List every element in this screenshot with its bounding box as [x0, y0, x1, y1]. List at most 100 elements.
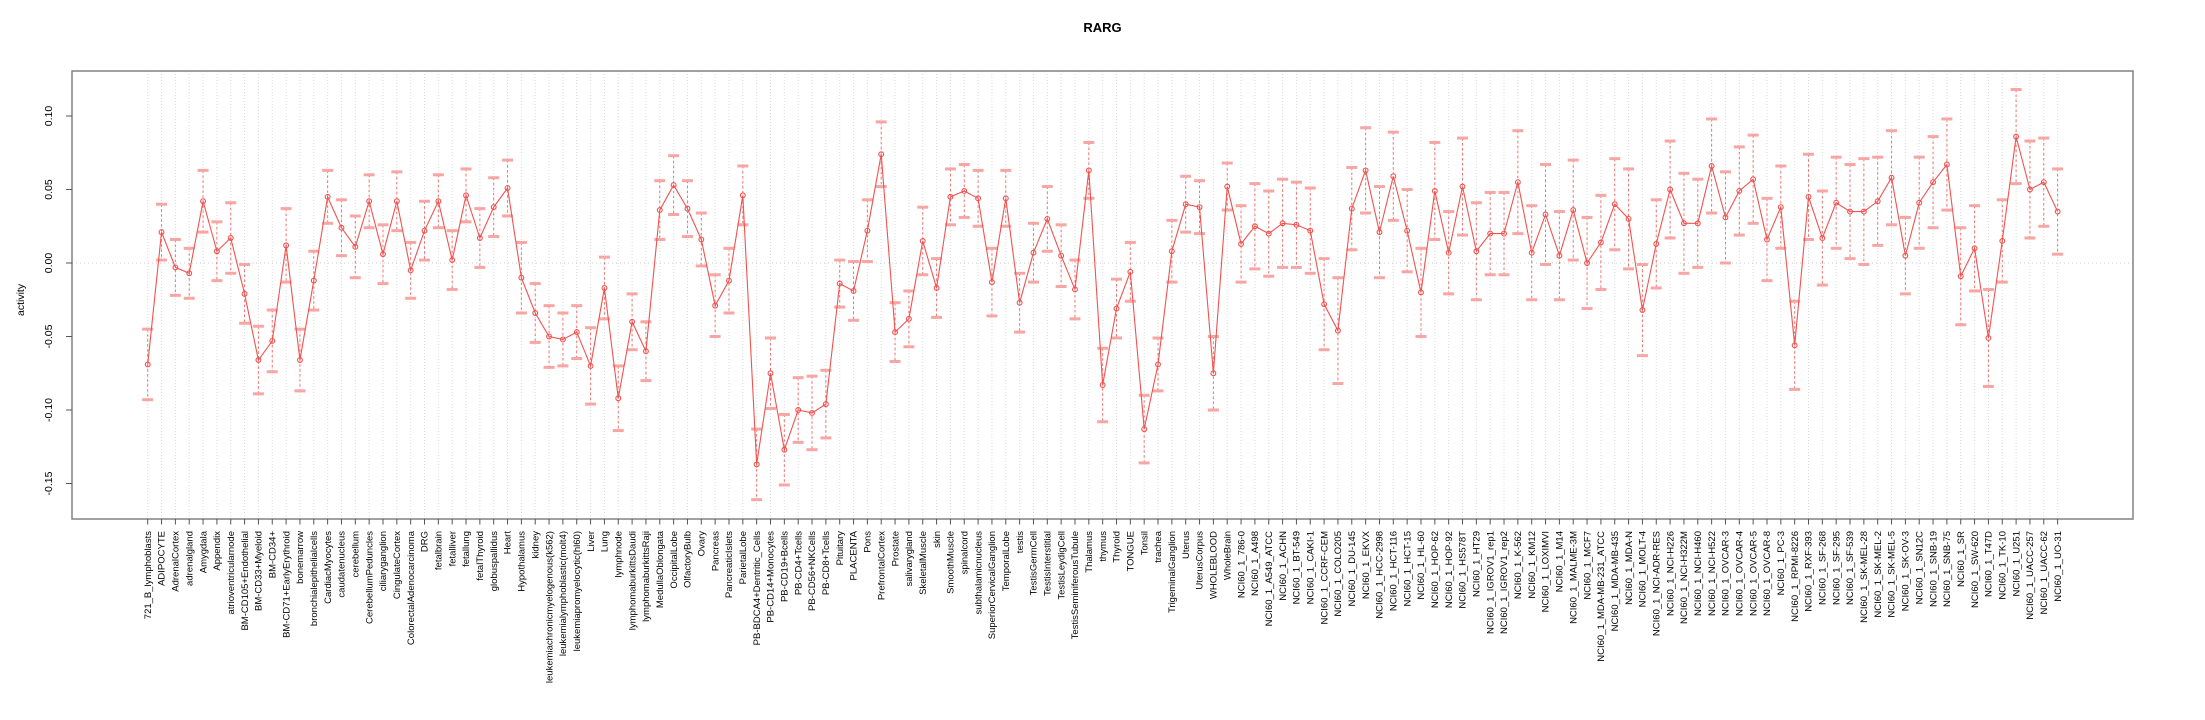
error-bar: [1111, 277, 1122, 340]
data-point-marker: [324, 193, 331, 200]
x-tick-label: PrefrontalCortex: [876, 531, 887, 600]
data-point-marker: [767, 370, 774, 377]
data-point-marker: [864, 227, 871, 234]
x-tick-label: PB-CD14+Monocytes: [766, 531, 777, 623]
data-point-marker: [1431, 188, 1438, 194]
data-point-marker: [1473, 248, 1480, 255]
data-point-marker: [213, 248, 220, 255]
x-tick-label: PB-BDCA4+Dentritic_Cells: [752, 531, 763, 646]
x-tick-label: NCI60_1_EKVX: [1361, 530, 1372, 599]
x-tick-label: NCI60_1_UACC-257: [2025, 531, 2036, 620]
error-bar: [405, 240, 417, 300]
x-tick-label: Hypothalamus: [517, 531, 528, 592]
data-point-marker: [186, 270, 193, 277]
error-bar: [1457, 136, 1468, 237]
y-tick-label: 0.00: [43, 253, 55, 274]
data-point-marker: [850, 287, 857, 294]
error-bar: [654, 179, 666, 241]
x-tick-label: TestisGermCell: [1029, 531, 1040, 595]
error-bar: [1733, 145, 1745, 237]
data-point-marker: [421, 227, 428, 234]
error-bar: [1540, 163, 1552, 266]
error-bar: [1332, 276, 1344, 386]
x-tick-label: NCI60_1_HCT-15: [1402, 531, 1413, 607]
x-tick-label: TestisInterstitial: [1043, 531, 1054, 596]
error-bar: [931, 257, 943, 319]
data-point-marker: [1030, 249, 1037, 256]
error-bar: [488, 176, 500, 239]
data-point-marker: [283, 242, 290, 249]
data-point-marker: [1293, 221, 1300, 228]
error-bar: [1290, 180, 1302, 269]
data-point-marker: [1501, 230, 1507, 237]
x-tick-label: NCI60_1_OVCAR-5: [1748, 531, 1759, 616]
data-point-marker: [1805, 193, 1812, 200]
data-point-marker: [1694, 220, 1701, 227]
x-tick-label: NCI60_1_UO-31: [2053, 531, 2064, 602]
x-tick-label: PB-CD8+Tcells: [821, 531, 832, 595]
x-tick-label: NCI60_1_SNB-75: [1942, 531, 1953, 607]
error-bar: [1678, 171, 1690, 275]
data-point-marker: [961, 188, 968, 194]
data-point-marker: [1667, 186, 1674, 193]
data-point-marker: [1833, 199, 1840, 206]
data-point-marker: [366, 198, 373, 205]
x-tick-label: NCI60_1_OVCAR-4: [1735, 531, 1746, 616]
data-point-marker: [1002, 195, 1009, 202]
error-bars: [142, 88, 2064, 502]
error-bar: [1982, 287, 1994, 388]
error-bar: [1650, 198, 1662, 290]
x-tick-label: WholeBrain: [1222, 531, 1233, 580]
data-point-marker: [933, 285, 940, 291]
data-point-marker: [822, 401, 829, 408]
data-point-marker: [642, 348, 649, 355]
error-bar: [848, 260, 860, 322]
x-tick-label: OccipitalLobe: [669, 531, 680, 589]
data-point-marker: [504, 185, 511, 191]
data-point-marker: [739, 192, 746, 199]
error-bar: [239, 262, 251, 325]
data-point-marker: [172, 264, 179, 271]
data-point-marker: [1085, 167, 1092, 174]
x-tick-label: Thyroid: [1112, 531, 1123, 563]
x-tick-label: SuperiorCervicalGanglion: [987, 531, 998, 639]
x-tick-label: OlfactoryBulb: [683, 531, 694, 588]
x-tick-label: SkeletalMuscle: [918, 531, 929, 595]
data-point-marker: [1570, 207, 1577, 214]
data-point-marker: [1210, 370, 1217, 377]
error-bar: [1858, 157, 1870, 266]
x-tick-label: leukemiapromyelocytic(hl60): [572, 531, 583, 651]
data-point-marker: [1639, 307, 1646, 313]
x-tick-label: fetalThyroid: [475, 531, 486, 581]
error-bar: [156, 202, 168, 262]
data-point-marker: [310, 277, 317, 284]
x-tick-label: NCI60_1_RPMI-8226: [1790, 531, 1801, 622]
x-tick-label: cerebellum: [351, 531, 362, 578]
x-tick-label: Lung: [600, 531, 611, 552]
data-point-marker: [1155, 361, 1161, 368]
data-point-marker: [988, 279, 995, 286]
data-point-marker: [269, 337, 276, 344]
x-tick-label: PB-CD4+Tcells: [793, 531, 804, 595]
x-tick-label: fetalbrain: [434, 531, 445, 570]
error-bar: [986, 246, 998, 318]
error-bar: [889, 301, 901, 363]
x-tick-label: NCI60_1_UACC-62: [2039, 531, 2050, 614]
x-tick-label: NCI60_1_OVCAR-3: [1721, 531, 1732, 616]
x-tick-label: ColorectalAdenocarcinoma: [406, 530, 417, 645]
x-tick-label: Uterus: [1181, 531, 1192, 559]
data-point-marker: [255, 357, 262, 363]
data-point-marker: [449, 257, 456, 264]
x-tick-label: subthalamicnucleus: [973, 531, 984, 615]
error-bar: [1623, 167, 1635, 271]
x-tick-label: Liver: [586, 531, 597, 552]
data-point-marker: [546, 333, 553, 340]
x-tick-label: lymphnode: [613, 531, 624, 577]
data-point-marker: [1653, 240, 1660, 247]
error-bar: [626, 292, 638, 352]
error-bar: [972, 168, 984, 228]
error-bar: [1360, 126, 1372, 215]
x-axis-labels: 721_B_lymphoblasts ADIPOCYTE AdrenalCortex…: [143, 530, 2064, 683]
x-tick-label: Heart: [503, 531, 514, 555]
x-tick-label: NCI60_1_SF-539: [1845, 531, 1856, 605]
